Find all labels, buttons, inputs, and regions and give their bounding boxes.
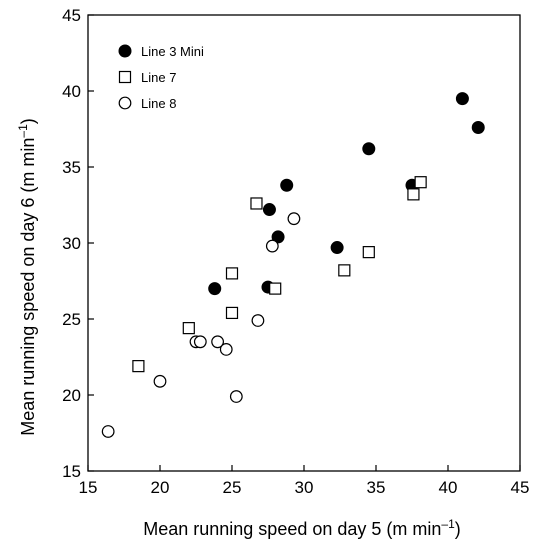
x-axis-title: Mean running speed on day 5 (m min–1) <box>143 517 461 539</box>
y-tick-label: 20 <box>62 386 81 405</box>
point-line-7 <box>338 264 351 277</box>
y-tick-label: 40 <box>62 82 81 101</box>
point-line-3-mini <box>455 92 469 106</box>
y-tick-label: 45 <box>62 6 81 25</box>
y-tick-label: 25 <box>62 310 81 329</box>
legend-marker-line-3-mini <box>118 44 132 58</box>
point-line-3-mini <box>262 203 276 217</box>
point-line-7 <box>414 176 427 189</box>
point-line-3-mini <box>471 120 485 134</box>
y-tick-label: 30 <box>62 234 81 253</box>
point-line-7 <box>132 360 145 373</box>
data-points <box>101 92 485 438</box>
point-line-7 <box>225 306 239 320</box>
point-line-8 <box>153 374 167 388</box>
point-line-3-mini <box>362 142 376 156</box>
y-tick-label: 35 <box>62 158 81 177</box>
point-line-8 <box>287 212 301 226</box>
point-line-7 <box>250 197 263 210</box>
y-axis-title: Mean running speed on day 6 (m min–1) <box>16 118 38 436</box>
point-line-3-mini <box>271 230 285 244</box>
x-tick-label: 30 <box>295 478 314 497</box>
legend-label-line-3-mini: Line 3 Mini <box>141 44 204 59</box>
point-line-3-mini <box>330 241 344 255</box>
point-line-8 <box>219 343 233 356</box>
x-tick-label: 25 <box>223 478 242 497</box>
y-axis: 15 20 25 30 35 40 45 <box>62 6 94 481</box>
x-tick-label: 15 <box>79 478 98 497</box>
point-line-7 <box>362 246 375 259</box>
point-line-3-mini <box>280 178 294 192</box>
point-line-8 <box>101 425 115 438</box>
legend-marker-line-8 <box>118 96 132 110</box>
y-tick-label: 15 <box>62 462 81 481</box>
point-line-7 <box>269 282 282 295</box>
legend-label-line-7: Line 7 <box>141 70 176 85</box>
point-line-7 <box>182 322 195 335</box>
point-line-8 <box>265 239 279 253</box>
legend: Line 3 Mini Line 7 Line 8 <box>118 44 204 111</box>
legend-marker-line-7 <box>118 70 132 84</box>
x-tick-label: 35 <box>367 478 386 497</box>
point-line-8 <box>193 335 207 349</box>
point-line-8 <box>229 390 243 403</box>
x-tick-label: 40 <box>439 478 458 497</box>
point-line-3-mini <box>208 282 222 296</box>
x-tick-label: 20 <box>151 478 170 497</box>
point-line-7 <box>225 267 239 280</box>
x-tick-label: 45 <box>511 478 530 497</box>
x-axis: 15 20 25 30 35 40 45 <box>79 465 530 497</box>
point-line-8 <box>251 314 265 327</box>
legend-label-line-8: Line 8 <box>141 96 176 111</box>
point-line-8 <box>211 335 225 349</box>
point-line-7 <box>407 188 420 201</box>
